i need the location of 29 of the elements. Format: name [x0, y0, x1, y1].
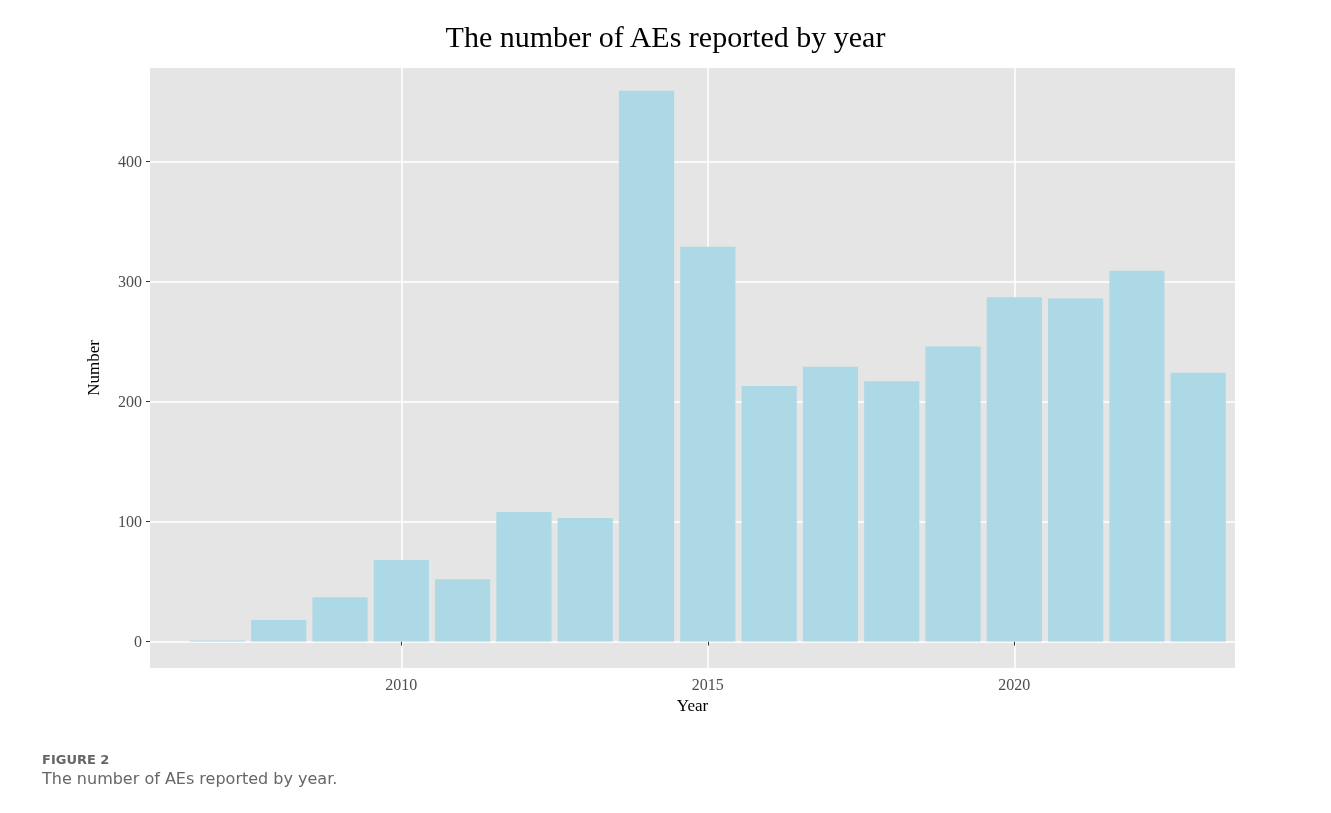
bar	[251, 620, 307, 642]
bar	[435, 579, 491, 642]
bar	[373, 560, 429, 642]
x-tick-label: 2015	[691, 675, 724, 693]
bar	[496, 512, 552, 642]
bar	[986, 297, 1042, 642]
x-tick-label: 2010	[385, 675, 418, 693]
caption: FIGURE 2	[42, 752, 111, 767]
bar	[1170, 372, 1226, 642]
bar	[1048, 298, 1104, 642]
y-tick-label: 200	[118, 393, 142, 411]
x-tick-label: 2020	[998, 675, 1031, 693]
text: The number of AEs reported by year.	[42, 769, 339, 788]
bar	[312, 597, 368, 642]
bar	[680, 246, 736, 642]
bar	[557, 518, 613, 642]
bar	[864, 381, 920, 642]
bar	[1109, 270, 1165, 642]
y-tick-label: 400	[118, 153, 142, 171]
chart-title: The number of AEs reported by year	[445, 19, 886, 53]
y-tick-label: 300	[118, 273, 142, 291]
bar	[802, 366, 859, 642]
y-tick-label: 100	[118, 513, 142, 531]
bar	[925, 346, 981, 642]
bar	[618, 90, 675, 642]
y-tick-label: 0	[134, 633, 142, 651]
y-axis-title: Number	[84, 339, 103, 396]
x-axis-title: Year	[676, 695, 709, 715]
bar	[741, 386, 797, 642]
